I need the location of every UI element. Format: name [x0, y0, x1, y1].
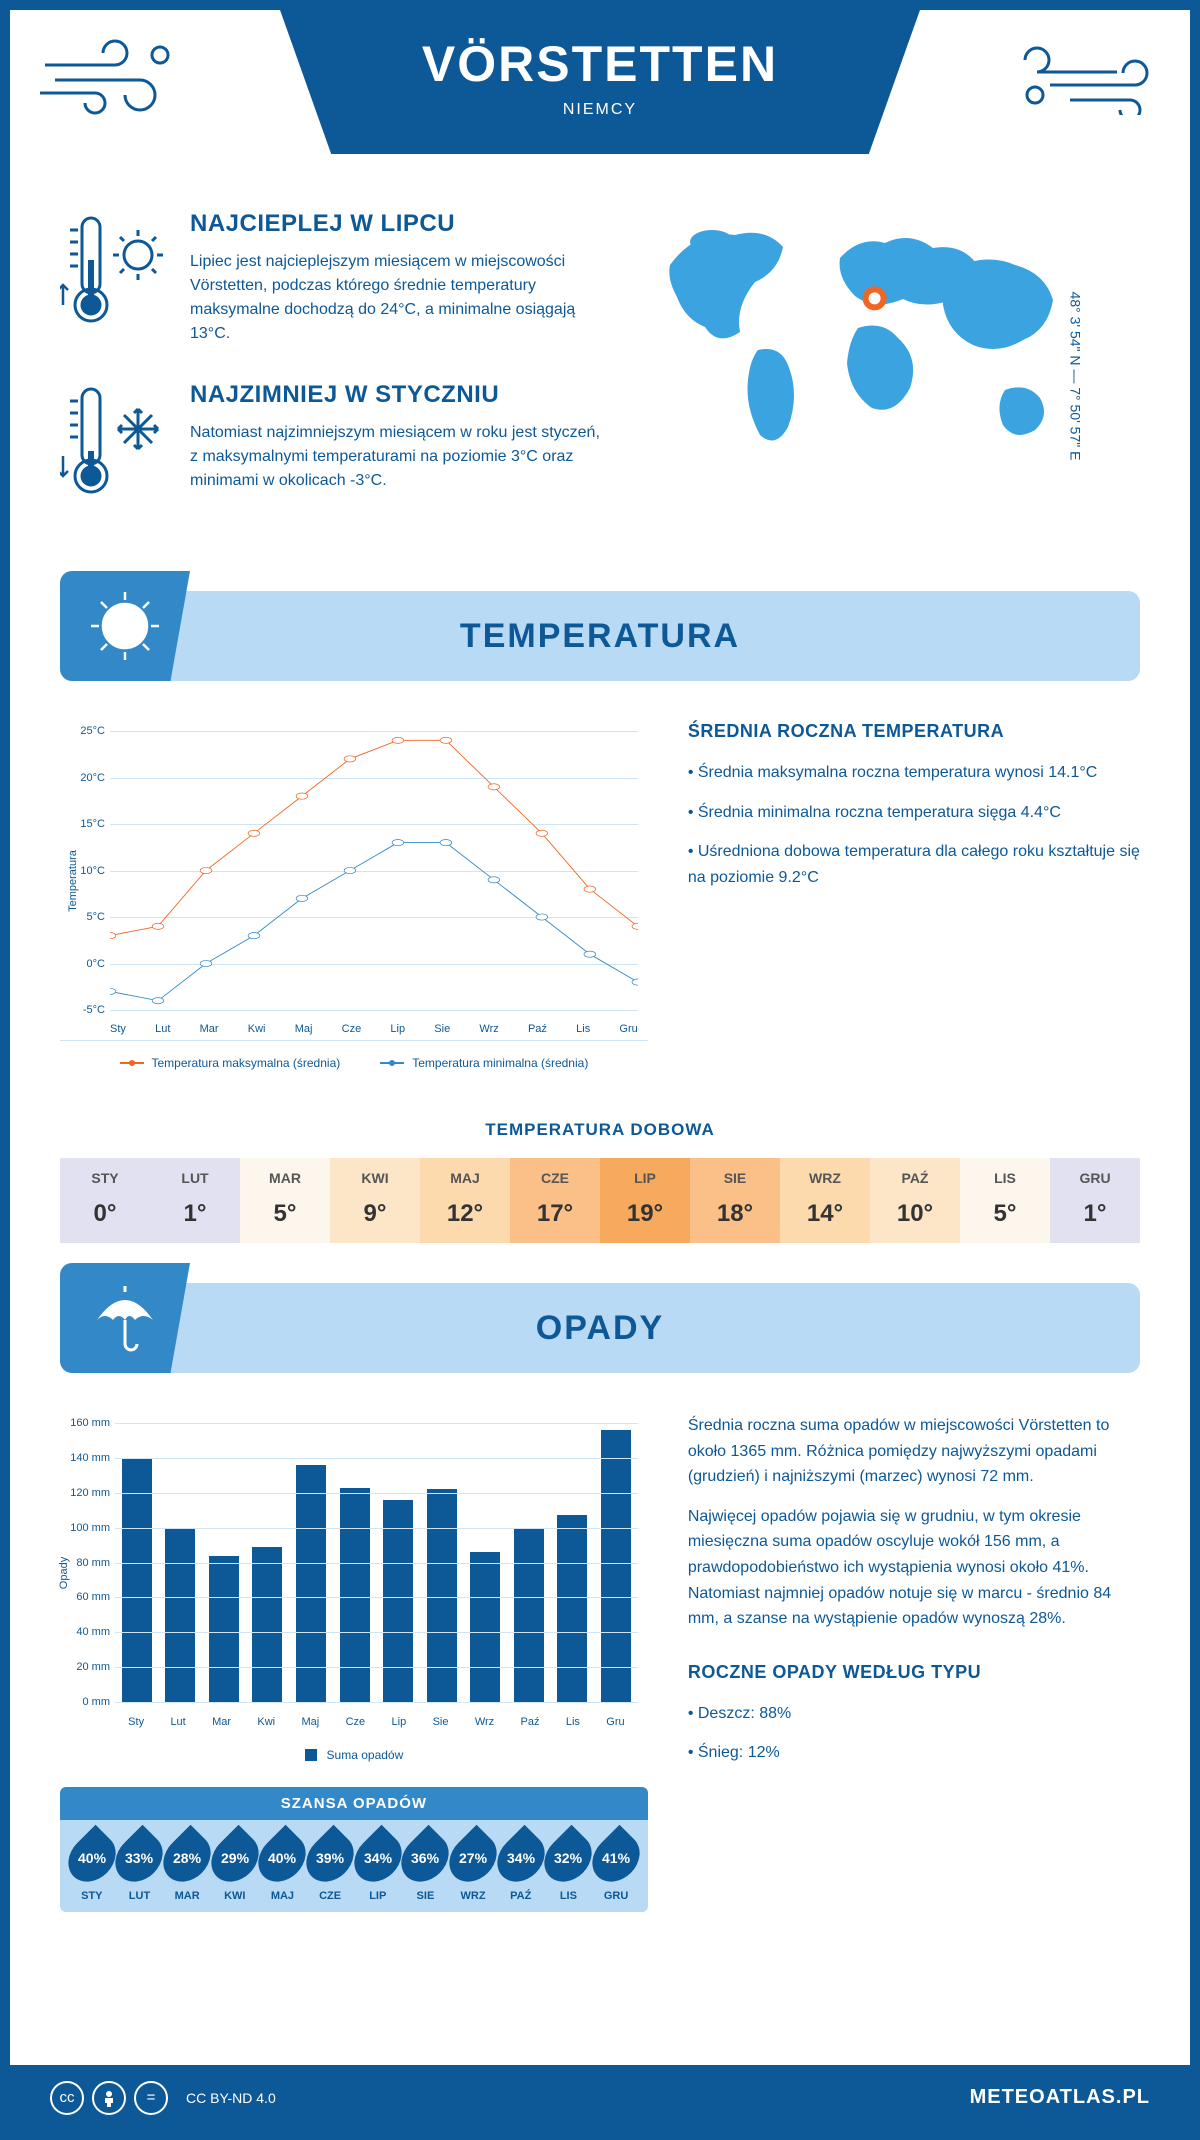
precip-bar — [122, 1458, 152, 1702]
header: VÖRSTETTEN NIEMCY — [10, 10, 1190, 190]
world-map: 48° 3' 54" N — 7° 50' 57" E — [640, 210, 1140, 541]
chance-cell: 34%PAŹ — [497, 1832, 545, 1902]
city-name: VÖRSTETTEN — [280, 35, 920, 93]
temp-summary-p2: • Średnia minimalna roczna temperatura s… — [688, 800, 1140, 826]
precip-bar — [470, 1552, 500, 1702]
temperature-chart: Temperatura -5°C0°C5°C10°C15°C20°C25°C S… — [60, 721, 648, 1070]
hot-info: NAJCIEPLEJ W LIPCU Lipiec jest najcieple… — [60, 210, 610, 346]
chance-cell: 40%MAJ — [259, 1832, 307, 1902]
chance-cell: 32%LIS — [545, 1832, 593, 1902]
daily-temp-cell: PAŹ10° — [870, 1158, 960, 1243]
coordinates: 48° 3' 54" N — 7° 50' 57" E — [1068, 291, 1084, 460]
precip-title: OPADY — [190, 1309, 1140, 1348]
chance-cell: 36%SIE — [402, 1832, 450, 1902]
precip-bar — [165, 1529, 195, 1702]
cold-desc: Natomiast najzimniejszym miesiącem w rok… — [190, 421, 610, 493]
temp-summary-p1: • Średnia maksymalna roczna temperatura … — [688, 760, 1140, 786]
daily-temp-cell: STY0° — [60, 1158, 150, 1243]
temperature-section-header: TEMPERATURA — [60, 591, 1140, 681]
sun-icon — [60, 571, 190, 681]
hot-desc: Lipiec jest najcieplejszym miesiącem w m… — [190, 250, 610, 346]
legend-min-label: Temperatura minimalna (średnia) — [412, 1056, 588, 1070]
chance-cell: 34%LIP — [354, 1832, 402, 1902]
temp-summary-title: ŚREDNIA ROCZNA TEMPERATURA — [688, 721, 1140, 742]
precip-section-header: OPADY — [60, 1283, 1140, 1373]
umbrella-icon — [60, 1263, 190, 1373]
daily-temp-title: TEMPERATURA DOBOWA — [10, 1120, 1190, 1140]
precip-bar — [514, 1529, 544, 1702]
daily-temp-cell: CZE17° — [510, 1158, 600, 1243]
chance-cell: 41%GRU — [592, 1832, 640, 1902]
license-block: cc = CC BY-ND 4.0 — [50, 2081, 276, 2115]
daily-temp-cell: LIS5° — [960, 1158, 1050, 1243]
temperature-title: TEMPERATURA — [190, 617, 1140, 656]
daily-temp-cell: MAR5° — [240, 1158, 330, 1243]
by-icon — [92, 2081, 126, 2115]
temp-legend: Temperatura maksymalna (średnia) Tempera… — [60, 1056, 648, 1070]
daily-temp-table: STY0°LUT1°MAR5°KWI9°MAJ12°CZE17°LIP19°SI… — [60, 1158, 1140, 1243]
daily-temp-cell: WRZ14° — [780, 1158, 870, 1243]
precip-p1: Średnia roczna suma opadów w miejscowośc… — [688, 1413, 1140, 1490]
precip-legend: Suma opadów — [60, 1748, 648, 1762]
precip-bar — [209, 1556, 239, 1702]
daily-temp-cell: LIP19° — [600, 1158, 690, 1243]
temperature-summary: ŚREDNIA ROCZNA TEMPERATURA • Średnia mak… — [688, 721, 1140, 1070]
hot-title: NAJCIEPLEJ W LIPCU — [190, 210, 610, 238]
precip-bar — [340, 1488, 370, 1702]
chance-cell: 27%WRZ — [449, 1832, 497, 1902]
thermometer-hot-icon — [60, 210, 170, 346]
wind-icon-right — [1020, 35, 1160, 120]
daily-temp-cell: GRU1° — [1050, 1158, 1140, 1243]
precip-bar — [601, 1430, 631, 1702]
info-section: NAJCIEPLEJ W LIPCU Lipiec jest najcieple… — [10, 190, 1190, 581]
license-text: CC BY-ND 4.0 — [186, 2090, 276, 2106]
precip-bar — [427, 1489, 457, 1702]
cold-info: NAJZIMNIEJ W STYCZNIU Natomiast najzimni… — [60, 381, 610, 506]
legend-max-label: Temperatura maksymalna (średnia) — [152, 1056, 341, 1070]
daily-temp-cell: MAJ12° — [420, 1158, 510, 1243]
country-name: NIEMCY — [280, 101, 920, 119]
daily-temp-cell: LUT1° — [150, 1158, 240, 1243]
daily-temp-cell: SIE18° — [690, 1158, 780, 1243]
chance-cell: 40%STY — [68, 1832, 116, 1902]
header-banner: VÖRSTETTEN NIEMCY — [280, 10, 920, 154]
chance-cell: 33%LUT — [116, 1832, 164, 1902]
precip-bar — [557, 1515, 587, 1702]
precip-bar — [383, 1500, 413, 1702]
temp-y-label: Temperatura — [67, 850, 79, 912]
wind-icon-left — [40, 35, 180, 120]
site-name: METEOATLAS.PL — [970, 2086, 1150, 2109]
precip-legend-label: Suma opadów — [327, 1748, 404, 1762]
precip-type-p2: • Śnieg: 12% — [688, 1740, 1140, 1766]
daily-temp-cell: KWI9° — [330, 1158, 420, 1243]
precip-p2: Najwięcej opadów pojawia się w grudniu, … — [688, 1504, 1140, 1632]
cold-title: NAJZIMNIEJ W STYCZNIU — [190, 381, 610, 409]
precip-type-title: ROCZNE OPADY WEDŁUG TYPU — [688, 1662, 1140, 1683]
precip-type-p1: • Deszcz: 88% — [688, 1701, 1140, 1727]
chance-of-precip-box: SZANSA OPADÓW 40%STY33%LUT28%MAR29%KWI40… — [60, 1787, 648, 1912]
precip-bar — [252, 1547, 282, 1702]
precip-chart: Opady 0 mm20 mm40 mm60 mm80 mm100 mm120 … — [60, 1413, 648, 1733]
chance-cell: 28%MAR — [163, 1832, 211, 1902]
footer: cc = CC BY-ND 4.0 METEOATLAS.PL — [10, 2065, 1190, 2130]
cc-icon: cc — [50, 2081, 84, 2115]
thermometer-cold-icon — [60, 381, 170, 506]
chance-cell: 29%KWI — [211, 1832, 259, 1902]
nd-icon: = — [134, 2081, 168, 2115]
chance-title: SZANSA OPADÓW — [60, 1787, 648, 1820]
precip-summary: Średnia roczna suma opadów w miejscowośc… — [688, 1413, 1140, 1912]
temp-summary-p3: • Uśredniona dobowa temperatura dla całe… — [688, 839, 1140, 890]
chance-cell: 39%CZE — [306, 1832, 354, 1902]
